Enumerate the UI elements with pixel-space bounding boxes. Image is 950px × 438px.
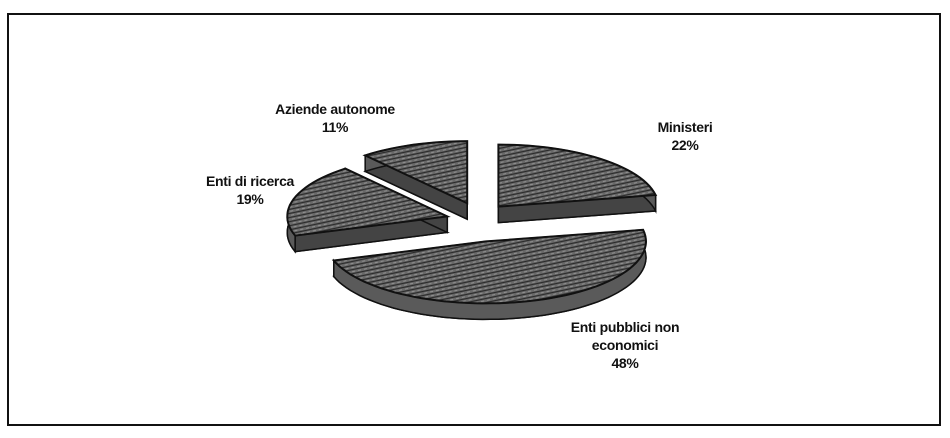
pie-slice (497, 143, 658, 224)
value-label: 22% (671, 137, 699, 153)
slice-label: Enti pubblici non economici 48% (560, 318, 690, 372)
pie-slice (362, 140, 469, 221)
category-label: Aziende autonome (275, 101, 395, 117)
slice-label: Enti di ricerca 19% (175, 172, 325, 208)
frame (7, 13, 941, 426)
value-label: 11% (321, 119, 349, 135)
pie-slice (286, 167, 451, 254)
category-label: Enti pubblici non economici (570, 319, 680, 353)
slice-top (362, 140, 469, 205)
slice-top (331, 228, 648, 305)
value-label: 48% (611, 355, 639, 371)
category-label: Enti di ricerca (205, 173, 295, 189)
slice-top (286, 167, 451, 237)
pie-slice (331, 228, 648, 321)
slice-label: Ministeri 22% (610, 118, 760, 154)
slice-label: Aziende autonome 11% (260, 100, 410, 136)
value-label: 19% (236, 191, 264, 207)
category-label: Ministeri (657, 119, 713, 135)
slice-top (497, 143, 658, 208)
